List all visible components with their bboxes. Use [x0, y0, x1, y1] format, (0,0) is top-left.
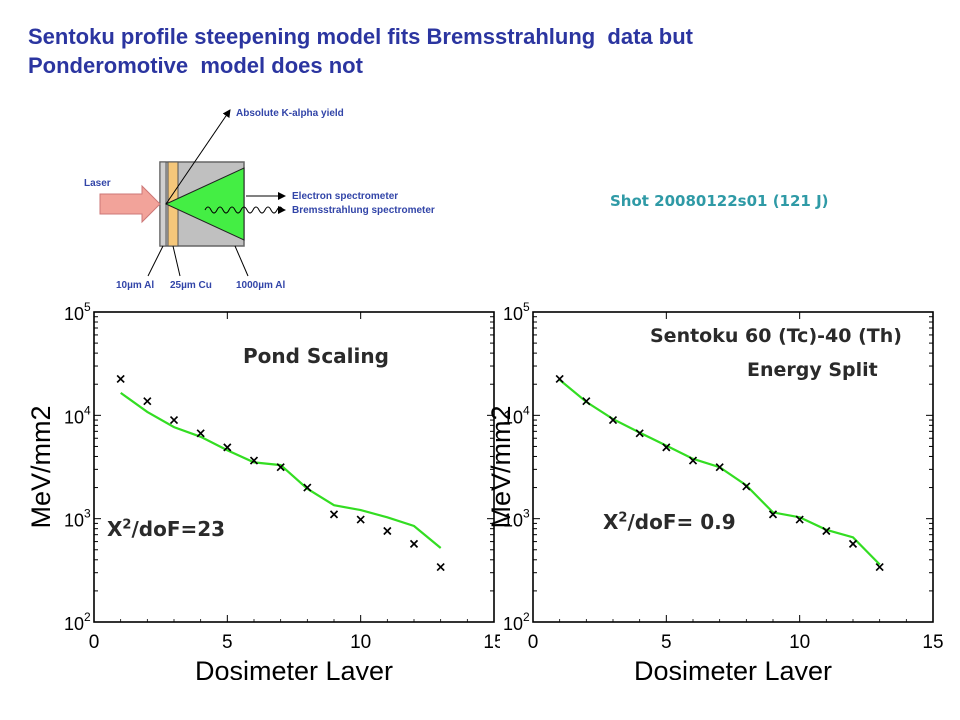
data-point-marker	[768, 510, 778, 519]
experiment-schematic: Laser Absolute K-alpha yield Electron sp…	[84, 108, 435, 291]
data-point-marker	[169, 415, 179, 425]
shot-label: Shot 20080122s01 (121 J)	[610, 192, 829, 210]
data-point-marker	[303, 483, 312, 492]
label-electron-spectrometer: Electron spectrometer	[292, 191, 398, 202]
cu25-pointer	[172, 245, 181, 277]
label-laser: Laser	[84, 178, 111, 189]
label-al1000: 1000µm Al	[236, 280, 286, 291]
x-tick-label: 0	[89, 632, 100, 653]
brems-wave	[204, 206, 284, 214]
data-point-marker	[116, 374, 125, 384]
x-tick-label: 5	[222, 632, 233, 653]
y-tick-label: 102	[64, 610, 91, 634]
left-chi-suffix: /doF=23	[131, 517, 226, 541]
y-tick-label: 105	[64, 300, 91, 324]
x-tick-label: 10	[789, 632, 810, 653]
plot-frame	[93, 311, 495, 623]
data-point-marker	[742, 482, 751, 491]
title-line-1: Sentoku profile steepening model fits Br…	[28, 24, 693, 49]
fit-line	[558, 379, 881, 566]
x-axis-label: Dosimeter Layer	[634, 656, 832, 680]
y-tick-exponent: 2	[523, 610, 530, 624]
right-model-title-line1: Sentoku 60 (Tc)-40 (Th)	[650, 325, 902, 347]
right-chi-prefix: X	[603, 510, 619, 534]
y-tick-label: 103	[64, 507, 91, 531]
data-point-marker	[688, 456, 698, 465]
y-tick-exponent: 3	[84, 507, 91, 521]
right-chi-square: X2/doF= 0.9	[603, 510, 736, 534]
data-point-marker	[329, 510, 339, 519]
al1000-pointer	[234, 245, 249, 277]
al10-pointer	[147, 245, 164, 277]
data-point-marker	[143, 397, 152, 406]
fit-line	[120, 392, 442, 549]
data-point-marker	[223, 443, 232, 452]
y-tick-exponent: 4	[523, 403, 530, 417]
x-tick-label: 15	[922, 632, 943, 653]
y-tick-exponent: 3	[523, 507, 530, 521]
label-kalpha: Absolute K-alpha yield	[236, 108, 344, 119]
x-tick-label: 15	[483, 632, 500, 653]
y-axis-label: MeV/mm2	[26, 405, 56, 528]
left-chi-sup: 2	[122, 517, 132, 533]
left-chi-square: X2/doF=23	[107, 517, 225, 541]
y-tick-exponent: 2	[84, 610, 91, 624]
y-tick-label: 104	[64, 403, 91, 427]
data-point-marker	[555, 374, 564, 384]
title-line-2: Ponderomotive model does not	[28, 53, 363, 78]
y-tick-exponent: 5	[523, 300, 530, 314]
data-point-marker	[715, 463, 724, 472]
electron-cone	[164, 167, 245, 241]
right-chi-suffix: /doF= 0.9	[627, 510, 736, 534]
data-point-marker	[875, 562, 884, 572]
data-point-marker	[196, 429, 205, 438]
label-cu25: 25µm Cu	[170, 280, 212, 291]
data-point-marker	[795, 515, 804, 524]
x-tick-label: 10	[350, 632, 371, 653]
y-tick-label: 105	[503, 300, 530, 324]
right-chi-sup: 2	[618, 510, 628, 526]
slide-title: Sentoku profile steepening model fits Br…	[28, 22, 928, 80]
data-point-marker	[608, 415, 618, 425]
x-axis-label: Dosimeter Layer	[195, 656, 393, 680]
plot-frame	[532, 311, 934, 623]
data-point-marker	[848, 539, 858, 548]
label-al10: 10µm Al	[116, 280, 154, 291]
y-axis-label: MeV/mm2	[486, 405, 516, 528]
data-point-marker	[635, 429, 644, 438]
left-chi-prefix: X	[107, 517, 123, 541]
kalpha-arrow	[165, 109, 231, 205]
label-brems-spectrometer: Bremsstrahlung spectrometer	[292, 205, 435, 216]
left-model-title: Pond Scaling	[243, 344, 389, 368]
data-point-marker	[383, 526, 392, 536]
data-point-marker	[356, 515, 365, 524]
laser-beam	[99, 184, 161, 224]
x-tick-label: 0	[528, 632, 539, 653]
data-point-marker	[249, 456, 259, 465]
chart-pond-scaling: 0 5 10 15 105 104 103 102 Dosimeter Layer MeV/mm2	[26, 300, 500, 680]
data-point-marker	[662, 443, 671, 452]
right-model-title-line2: Energy Split	[747, 359, 878, 381]
x-tick-label: 5	[661, 632, 672, 653]
data-point-marker	[276, 463, 285, 472]
data-point-marker	[582, 397, 591, 406]
data-point-marker	[822, 526, 831, 536]
y-tick-exponent: 4	[84, 403, 91, 417]
y-tick-label: 102	[503, 610, 530, 634]
data-point-marker	[436, 562, 445, 572]
data-point-marker	[409, 539, 419, 548]
y-tick-exponent: 5	[84, 300, 91, 314]
